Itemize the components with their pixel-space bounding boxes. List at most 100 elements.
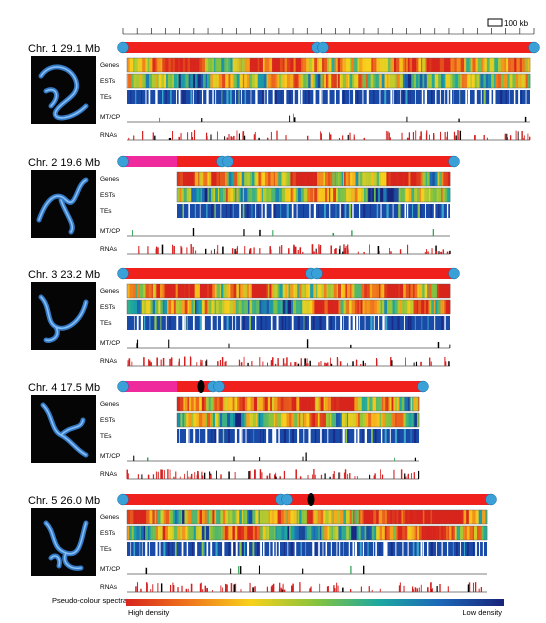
ests-track-stripe [275, 413, 277, 427]
tes-stripe [398, 429, 400, 443]
ests-track-stripe [421, 526, 424, 540]
ests-track-stripe [294, 526, 296, 540]
tes-stripe [192, 90, 194, 104]
chromosome-title: Chr. 1 29.1 Mb [28, 43, 100, 55]
ests-track-stripe [276, 526, 279, 540]
tes-stripe [383, 542, 386, 556]
ests-track-stripe [334, 300, 337, 314]
genes-track-stripe [320, 284, 323, 298]
genes-track-stripe [137, 58, 141, 72]
tes-stripe [163, 542, 166, 556]
genes-track-stripe [194, 510, 198, 524]
tes-stripe [230, 204, 232, 218]
ests-track-stripe [247, 74, 250, 88]
genes-track-stripe [461, 510, 464, 524]
genes-track-stripe [437, 172, 440, 186]
genes-track-stripe [383, 58, 387, 72]
genes-track-stripe [336, 58, 339, 72]
genes-track-stripe [199, 397, 203, 411]
ests-track-stripe [431, 526, 433, 540]
ests-track-stripe [295, 188, 299, 202]
tes-stripe [305, 316, 307, 330]
genes-track-stripe [187, 397, 190, 411]
genes-track-stripe [280, 397, 284, 411]
tes-stripe [269, 542, 271, 556]
ests-track-stripe [466, 526, 470, 540]
ests-track-stripe [303, 74, 307, 88]
tes-stripe [194, 542, 198, 556]
genes-track-stripe [176, 284, 178, 298]
genes-track-stripe [232, 58, 236, 72]
tes-stripe [214, 204, 216, 218]
ests-track-stripe [315, 526, 319, 540]
ests-track-stripe [216, 300, 220, 314]
tes-track-bg [127, 542, 487, 556]
chromosome-ideogram [117, 267, 460, 280]
genes-track-stripe [261, 284, 265, 298]
ests-track-stripe [246, 413, 250, 427]
genes-track-stripe [218, 510, 221, 524]
tes-stripe [199, 204, 201, 218]
genes-track-stripe [339, 397, 341, 411]
ests-track-stripe [307, 300, 310, 314]
tes-stripe [447, 90, 449, 104]
ests-track-stripe [254, 74, 259, 88]
ests-track-stripe [236, 74, 240, 88]
ests-track-stripe [419, 74, 423, 88]
ests-track-stripe [278, 413, 282, 427]
genes-track-stripe [354, 284, 358, 298]
ests-track-stripe [340, 188, 344, 202]
tes-stripe [300, 542, 302, 556]
ests-track-stripe [336, 74, 339, 88]
genes-track-stripe [230, 58, 233, 72]
chromosome-title: Chr. 4 17.5 Mb [28, 382, 100, 394]
ests-track-stripe [388, 413, 390, 427]
genes-track-stripe [175, 284, 177, 298]
ests-track-stripe [384, 413, 389, 427]
genes-track-stripe [211, 172, 214, 186]
genes-track-stripe [257, 284, 261, 298]
genes-track-stripe [162, 284, 165, 298]
ests-track-stripe [389, 74, 392, 88]
ests-track-stripe [408, 188, 412, 202]
genes-track-stripe [394, 58, 397, 72]
genes-track-stripe [174, 58, 179, 72]
ests-track-stripe [233, 74, 238, 88]
genes-track-stripe [164, 284, 166, 298]
genes-track-stripe [472, 510, 476, 524]
ests-track-stripe [263, 300, 267, 314]
genes-track-stripe [185, 284, 189, 298]
ests-track-stripe [273, 300, 277, 314]
genes-track-stripe [172, 284, 176, 298]
chromosome-arm-right [219, 381, 423, 392]
ests-track-stripe [362, 526, 365, 540]
genes-track-stripe [445, 58, 449, 72]
ests-track-stripe [403, 300, 405, 314]
track-label: Genes [100, 401, 120, 408]
genes-track-stripe [385, 397, 389, 411]
genes-track-stripe [349, 510, 351, 524]
ests-track-stripe [500, 74, 505, 88]
ests-track-stripe [203, 74, 206, 88]
ests-track-stripe [379, 413, 382, 427]
genes-track-stripe [424, 510, 428, 524]
ests-track-stripe [362, 74, 367, 88]
genes-track-stripe [413, 172, 417, 186]
genes-track-stripe [149, 510, 153, 524]
ests-track-stripe [497, 74, 502, 88]
tes-stripe [266, 90, 269, 104]
ests-track-stripe [480, 74, 483, 88]
ests-track-stripe [189, 188, 192, 202]
genes-track-stripe [352, 172, 356, 186]
genes-track-stripe [240, 284, 244, 298]
genes-track-stripe [299, 510, 302, 524]
ests-track-stripe [304, 526, 308, 540]
tes-stripe [264, 90, 266, 104]
genes-track-stripe [251, 58, 254, 72]
centromere-right [281, 493, 293, 506]
ests-track-stripe [214, 413, 219, 427]
tes-stripe [379, 90, 381, 104]
genes-track-stripe [144, 510, 147, 524]
tes-stripe [373, 542, 374, 556]
genes-track-stripe [287, 510, 291, 524]
